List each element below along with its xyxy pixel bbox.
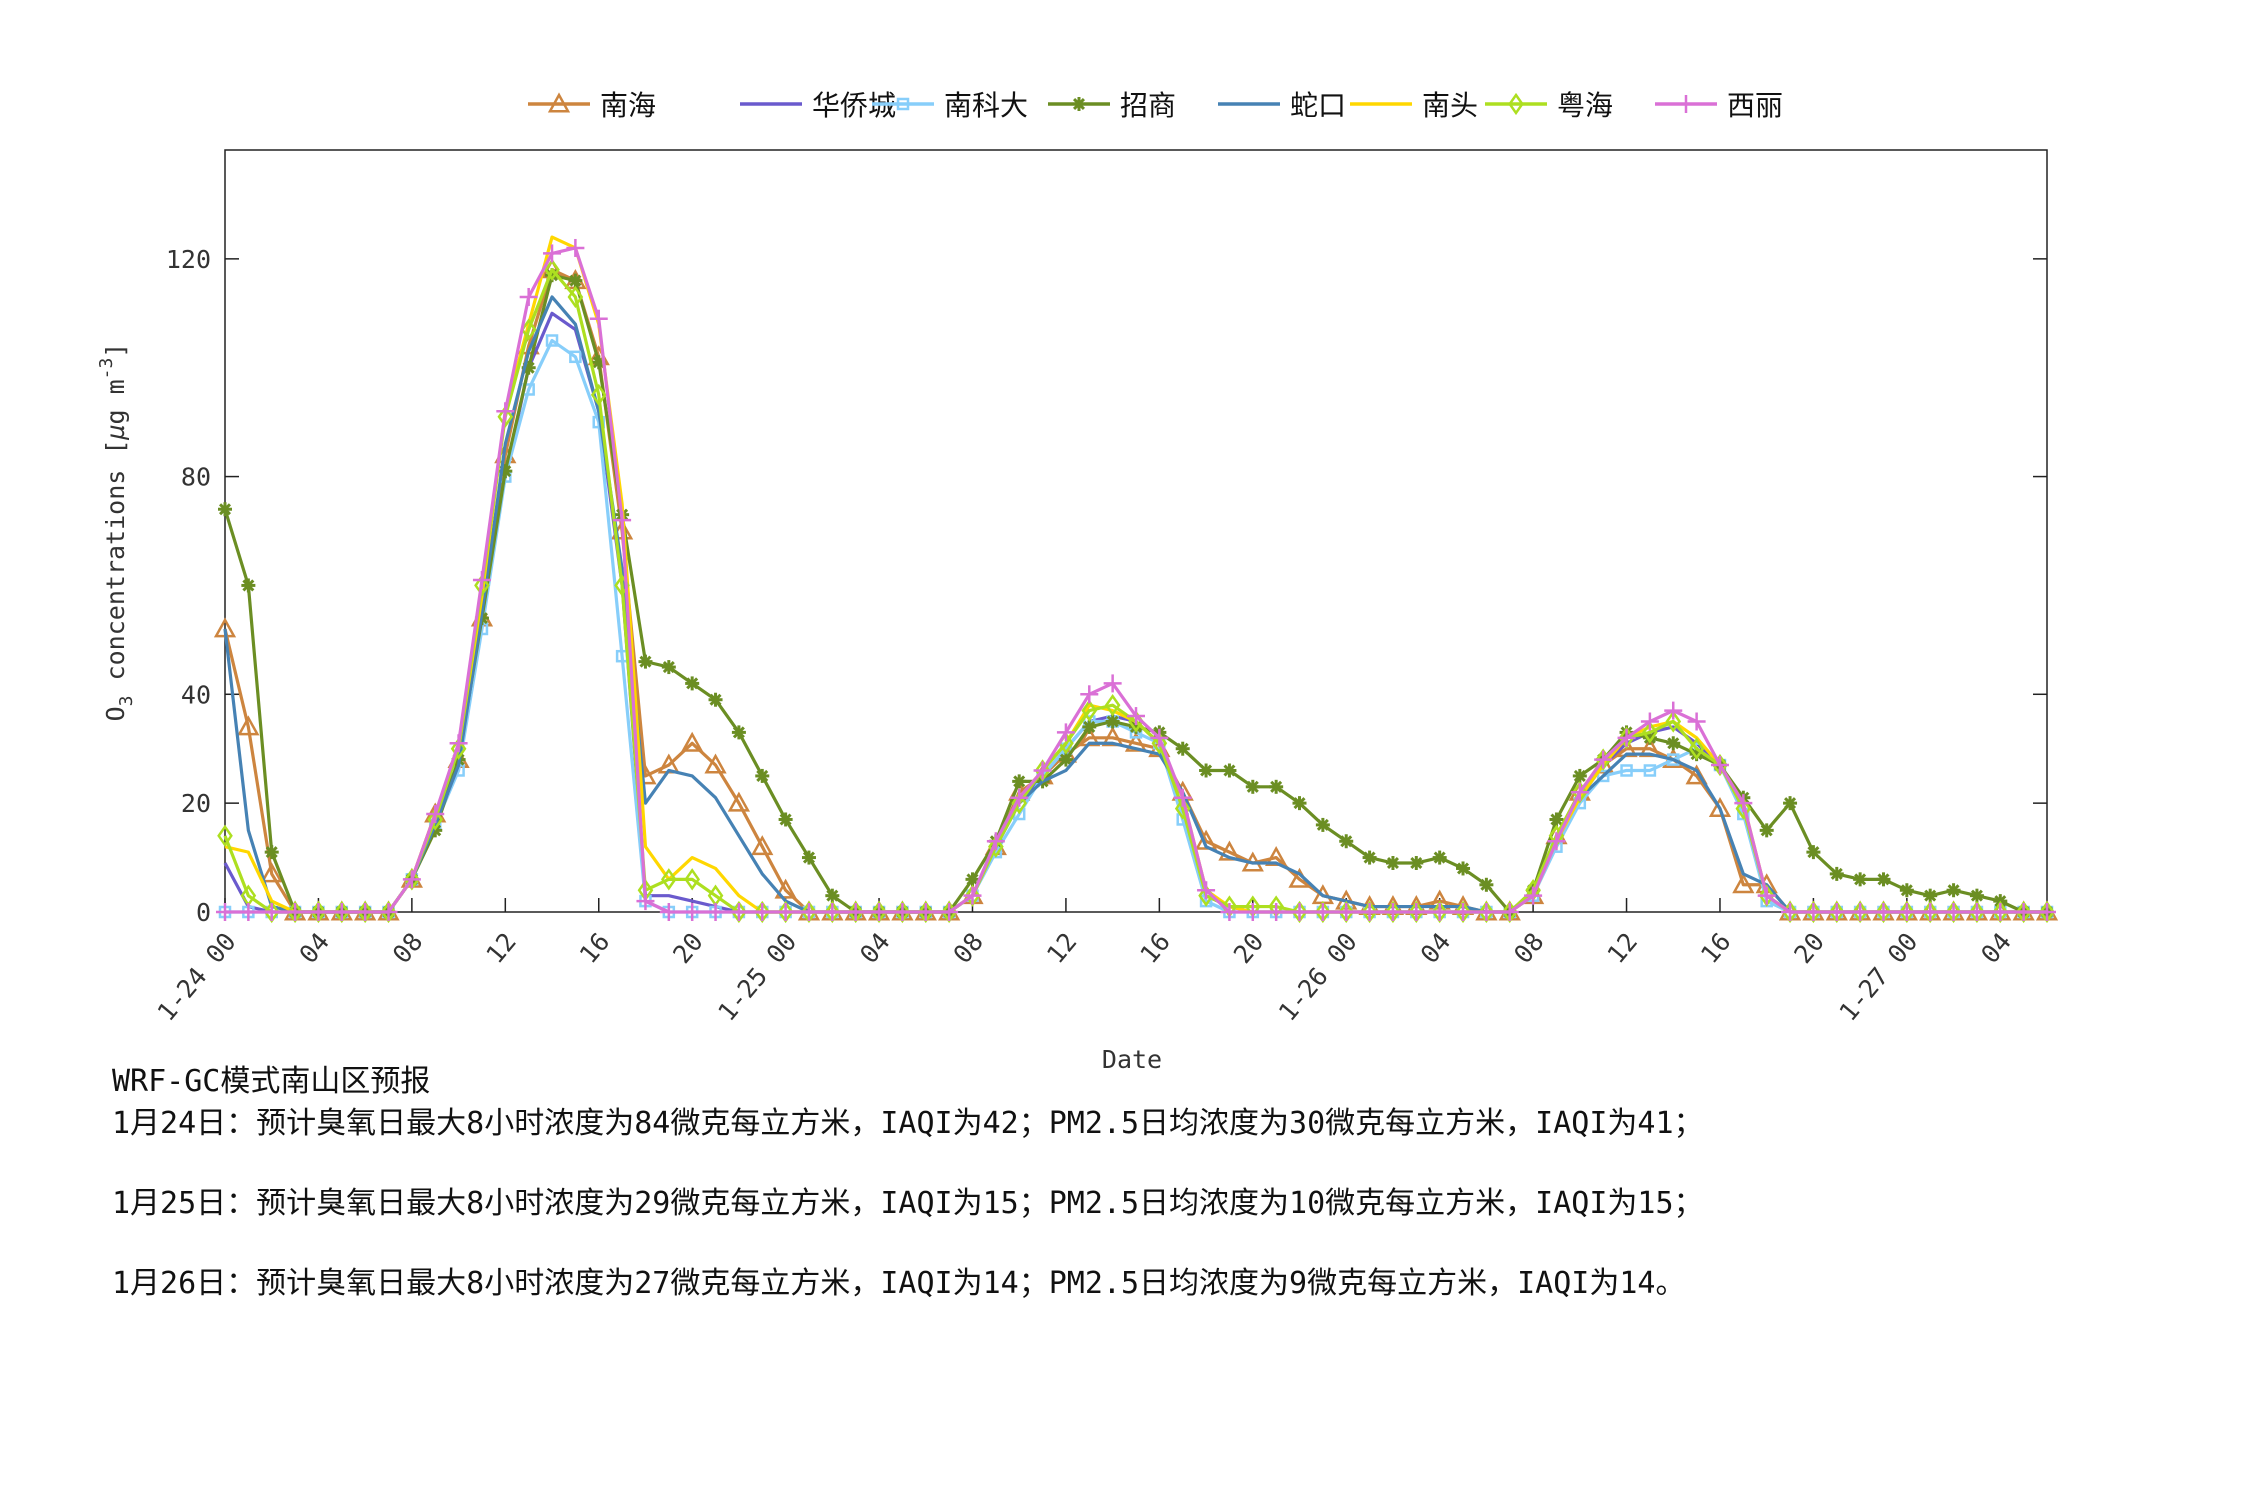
forecast-title: WRF-GC模式南山区预报 [112, 1064, 431, 1099]
svg-text:南科大: 南科大 [944, 89, 1028, 122]
series-line [224, 235, 2047, 914]
y-tick-label: 40 [181, 680, 211, 709]
x-tick-label: 12 [1602, 927, 1644, 969]
x-tick-label: 08 [1508, 927, 1550, 969]
y-tick-label: 80 [181, 463, 211, 492]
y-tick-label: 120 [166, 245, 211, 274]
legend-item: 南头 [1350, 89, 1478, 122]
x-tick-label: 1-27 00 [1834, 927, 1924, 1026]
x-axis-label: Date [1102, 1045, 1162, 1074]
series-line [218, 334, 2054, 919]
legend-item: 西丽 [1655, 89, 1783, 122]
legend-item: 南海 [528, 89, 656, 122]
svg-text:南海: 南海 [600, 89, 656, 122]
x-tick-label: 1-25 00 [712, 927, 802, 1026]
svg-text:粤海: 粤海 [1557, 89, 1613, 122]
x-tick-label: 16 [1134, 927, 1176, 969]
data-series [213, 235, 2059, 924]
x-tick-label: 16 [1695, 927, 1737, 969]
svg-text:蛇口: 蛇口 [1290, 89, 1346, 122]
x-tick-label: 12 [480, 927, 522, 969]
series-line [218, 268, 2054, 919]
x-axis-ticks: 1-24 00 04 08 12 16 20 1-25 00 04 08 12 16 20 1-26 0… [152, 898, 2017, 1027]
y-tick-label: 20 [181, 789, 211, 818]
x-tick-label: 20 [1788, 927, 1830, 969]
series-line [217, 258, 2055, 924]
x-tick-label: 04 [293, 927, 335, 969]
legend-item: 粤海 [1485, 89, 1613, 122]
plot-area-frame [224, 149, 2048, 913]
x-tick-label: 12 [1041, 927, 1083, 969]
svg-text:南头: 南头 [1422, 89, 1478, 122]
y-tick-label: 0 [196, 898, 211, 927]
chart-legend: 南海 华侨城 南科大 招商 蛇口 南头 粤海 西丽 [528, 89, 1783, 122]
y-axis-label: O3 concentrations [µg m-3] [96, 343, 137, 722]
forecast-line-jan25: 1月25日：预计臭氧日最大8小时浓度为29微克每立方米，IAQI为15；PM2.… [112, 1186, 1704, 1221]
svg-text:招商: 招商 [1120, 89, 1176, 122]
x-tick-label: 1-26 00 [1273, 927, 1363, 1026]
x-tick-label: 1-24 00 [152, 927, 242, 1026]
legend-item: 南科大 [872, 89, 1028, 122]
series-line [213, 258, 2059, 921]
forecast-line-jan24: 1月24日：预计臭氧日最大8小时浓度为84微克每立方米，IAQI为42；PM2.… [112, 1106, 1704, 1141]
x-tick-label: 20 [667, 927, 709, 969]
svg-text:西丽: 西丽 [1727, 89, 1783, 122]
legend-item: 招商 [1048, 89, 1176, 122]
x-tick-label: 08 [387, 927, 429, 969]
x-tick-label: 16 [574, 927, 616, 969]
x-tick-label: 08 [948, 927, 990, 969]
legend-item: 蛇口 [1218, 89, 1346, 122]
x-tick-label: 04 [854, 927, 896, 969]
y-axis-ticks: 0 20 40 80 120 [166, 245, 2047, 927]
series-line [216, 238, 2056, 921]
forecast-line-jan26: 1月26日：预计臭氧日最大8小时浓度为27微克每立方米，IAQI为14；PM2.… [112, 1266, 1686, 1301]
x-tick-label: 04 [1415, 927, 1457, 969]
x-tick-label: 20 [1228, 927, 1270, 969]
series-line [223, 295, 2047, 914]
svg-text:O3 concentrations [µg m-3]: O3 concentrations [µg m-3] [96, 343, 137, 722]
x-tick-label: 04 [1975, 927, 2017, 969]
